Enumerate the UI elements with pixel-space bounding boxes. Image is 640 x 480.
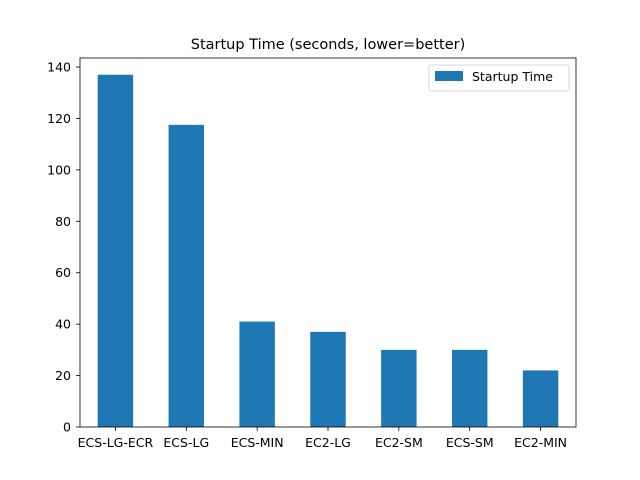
x-tick-label: EC2-SM xyxy=(375,435,423,450)
bar-ec2-sm xyxy=(381,349,417,427)
bar-series xyxy=(97,74,559,427)
x-tick-label: ECS-LG-ECR xyxy=(78,435,154,450)
y-tick-label: 20 xyxy=(55,368,71,383)
legend-label: Startup Time xyxy=(472,69,553,84)
bar-ec2-lg xyxy=(310,331,346,427)
bar-ecs-lg xyxy=(168,124,204,427)
bar-ec2-min xyxy=(522,370,559,427)
y-tick-label: 120 xyxy=(47,111,71,126)
y-axis: 0 20 40 60 80 100 120 140 xyxy=(47,60,80,435)
legend-swatch xyxy=(435,71,463,81)
y-tick-label: 40 xyxy=(55,317,71,332)
y-tick-label: 80 xyxy=(55,214,71,229)
y-tick-label: 140 xyxy=(47,60,71,75)
x-tick-label: ECS-MIN xyxy=(231,435,284,450)
y-tick-label: 0 xyxy=(63,420,71,435)
bar-ecs-lg-ecr xyxy=(97,74,134,427)
x-tick-label: ECS-LG xyxy=(163,435,209,450)
legend-box xyxy=(428,64,570,92)
bar-ecs-min xyxy=(239,321,275,427)
x-tick-label: ECS-SM xyxy=(446,435,494,450)
x-axis: ECS-LG-ECR ECS-LG ECS-MIN EC2-LG EC2-SM ECS-S… xyxy=(78,427,567,450)
y-tick-label: 100 xyxy=(47,162,71,177)
y-tick-label: 60 xyxy=(55,265,71,280)
chart-title: Startup Time (seconds, lower=better) xyxy=(191,37,466,53)
x-tick-label: EC2-MIN xyxy=(514,435,567,450)
bar-ecs-sm xyxy=(452,349,488,427)
legend: Startup Time xyxy=(428,64,570,92)
plot-frame xyxy=(79,57,577,428)
x-tick-label: EC2-LG xyxy=(305,435,351,450)
